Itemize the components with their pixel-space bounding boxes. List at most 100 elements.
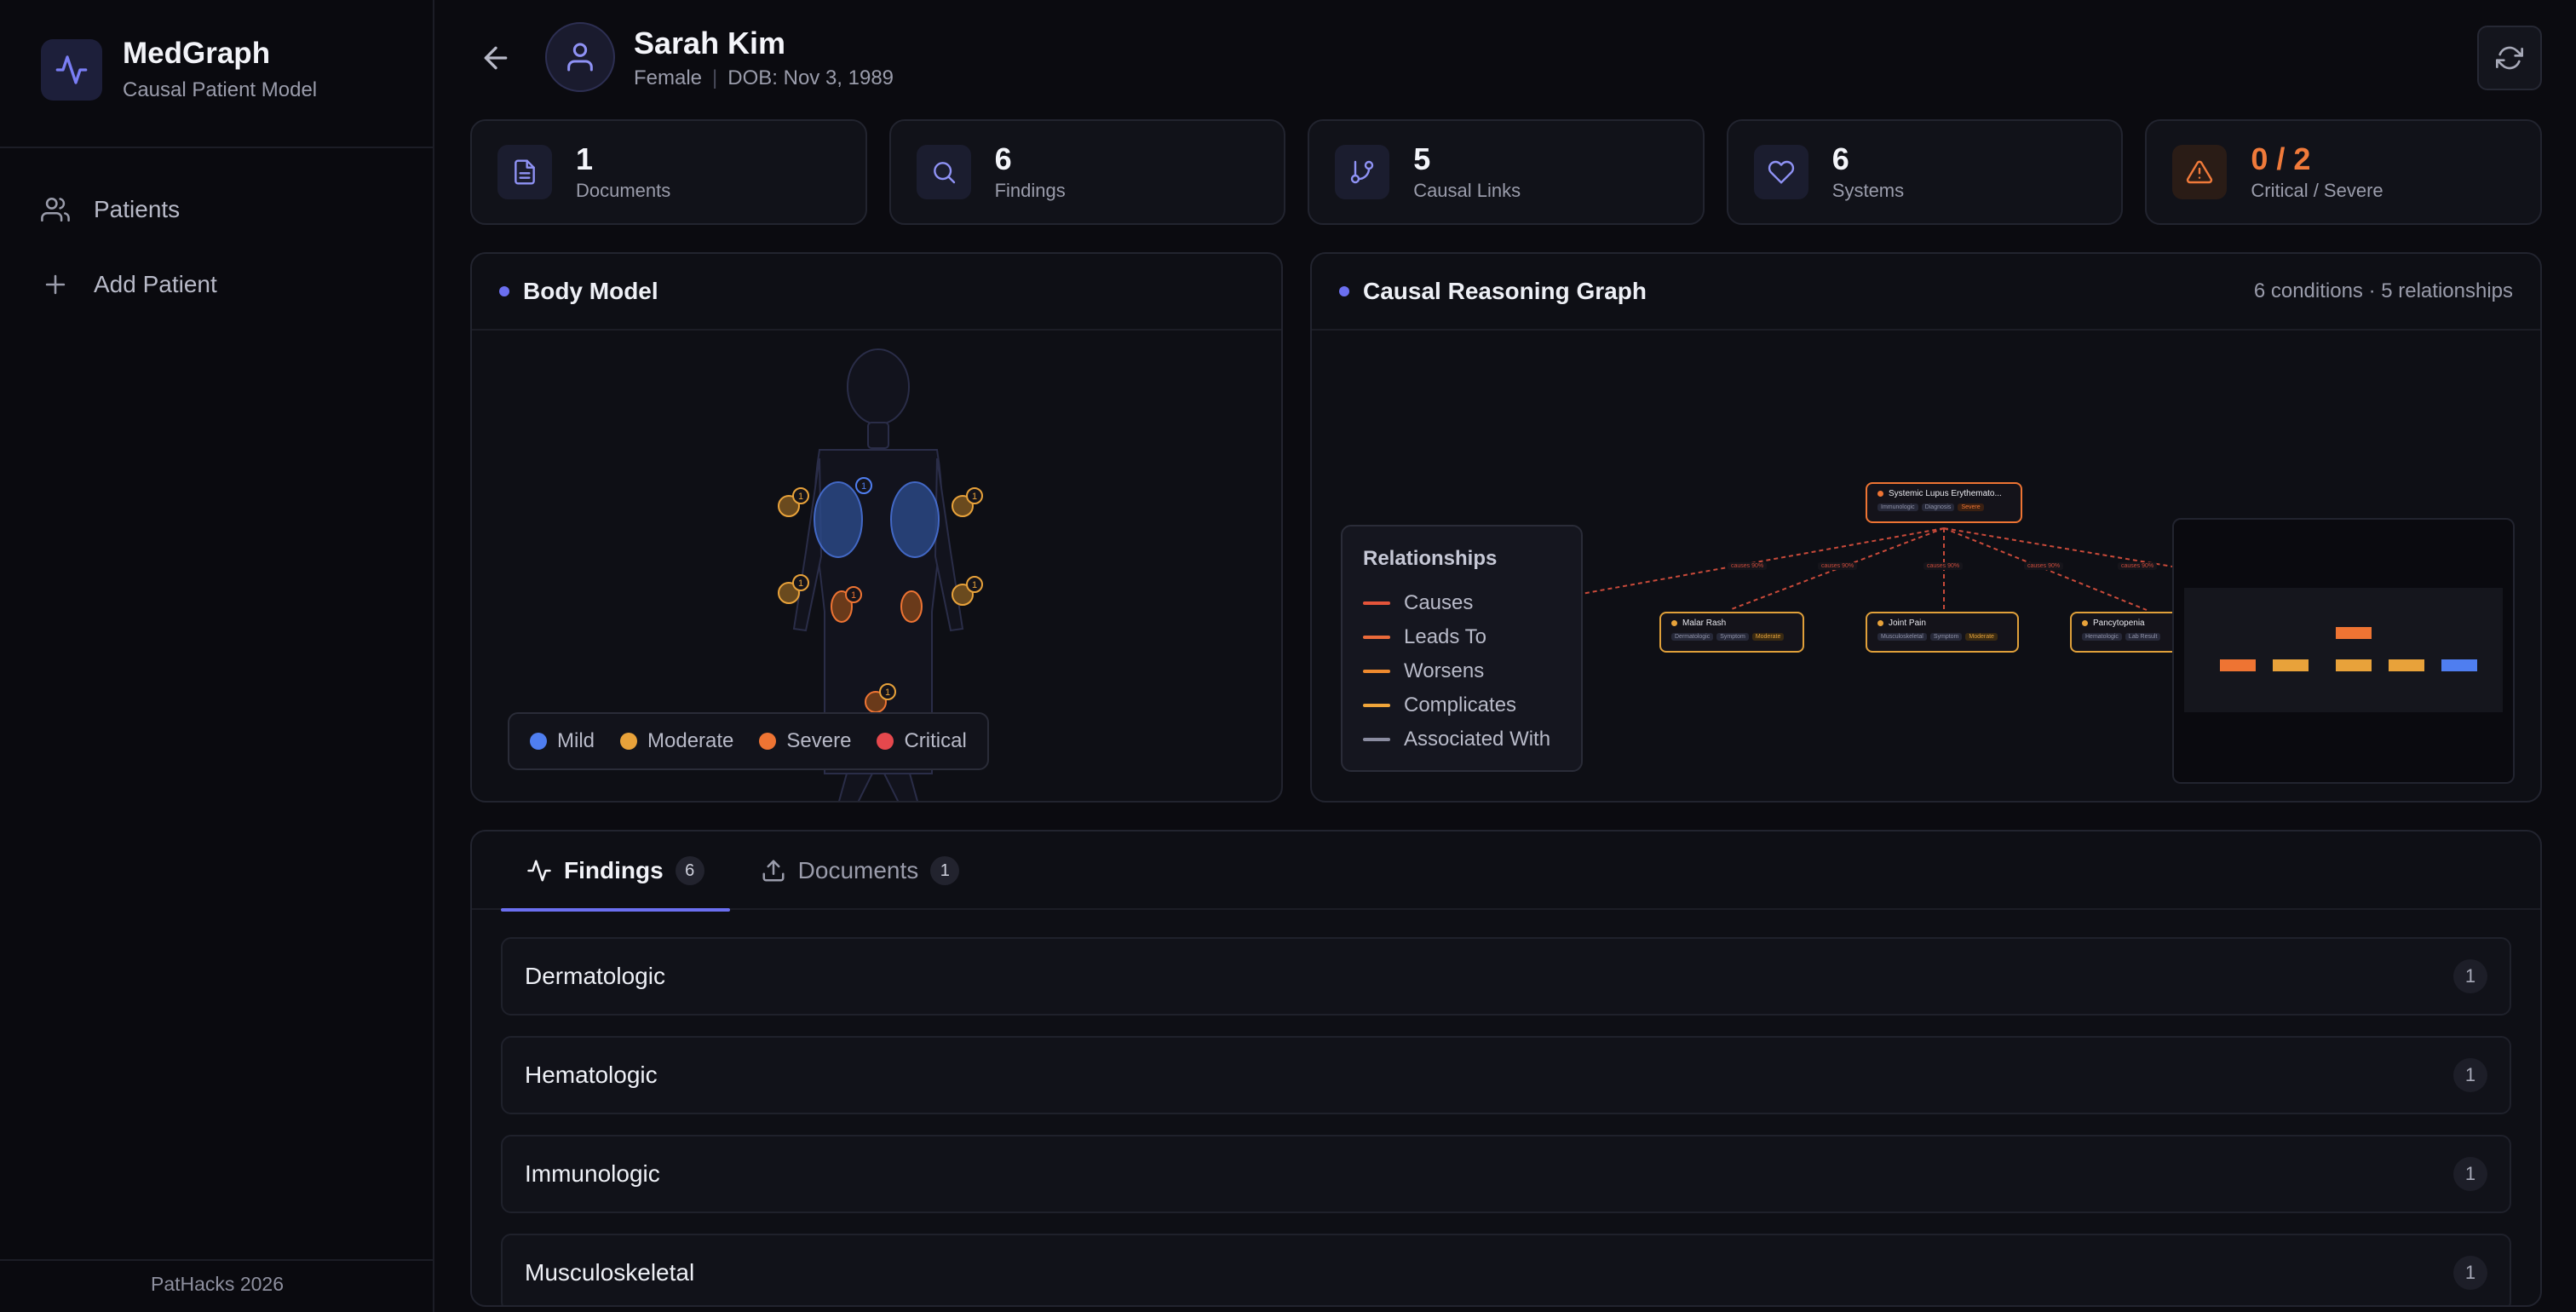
tab-documents[interactable]: Documents 1 [735,832,986,910]
stats-row: 1 Documents 6 Findings 5 Causal Links 6 … [470,119,2542,225]
panel-title: Causal Reasoning Graph [1363,278,1647,304]
findings-group-list: Dermatologic 1 Hematologic 1 Immunologic… [472,910,2540,1305]
plus-icon [45,274,66,295]
group-count: 1 [2453,1256,2487,1290]
stat-value: 0 / 2 [2251,141,2311,176]
body-figure[interactable]: 1 1 1 1 1 1 1 [472,331,1283,803]
graph-node-malar-rash[interactable]: Malar Rash Dermatologic Symptom Moderate [1659,612,1804,653]
graph-minimap[interactable] [2172,518,2515,784]
refresh-icon [2496,46,2523,70]
graph-node-pancytopenia[interactable]: Pancytopenia Hematologic Lab Result [2070,612,2181,653]
minimap-node [2336,627,2372,639]
stat-card-systems: 6 Systems [1726,119,2124,225]
svg-text:1: 1 [798,492,803,502]
patient-name: Sarah Kim [634,26,786,60]
search-icon [916,145,971,199]
sidebar-item-label: Patients [94,196,181,222]
findings-group-dermatologic[interactable]: Dermatologic 1 [501,937,2511,1016]
stat-label: Causal Links [1413,180,1521,201]
refresh-button[interactable] [2477,26,2542,90]
activity-logo-icon [41,39,102,101]
graph-node-sle[interactable]: Systemic Lupus Erythemato... Immunologic… [1866,482,2022,523]
sidebar-footer: PatHacks 2026 [0,1259,434,1312]
stat-label: Documents [576,180,671,201]
sidebar-item-add-patient[interactable]: Add Patient [41,262,217,307]
app-subtitle: Causal Patient Model [123,78,318,101]
tab-label: Findings [564,857,664,883]
findings-panel: Findings 6 Documents 1 Dermatologic 1 He… [470,830,2542,1307]
stat-value: 1 [576,141,594,176]
group-name: Dermatologic [525,963,665,989]
stat-card-findings: 6 Findings [888,119,1286,225]
stat-card-documents: 1 Documents [470,119,867,225]
stat-card-critical-severe: 0 / 2 Critical / Severe [2145,119,2542,225]
panel-dot [499,286,509,296]
legend-worsens: Worsens [1363,654,1561,688]
stat-card-causal-links: 5 Causal Links [1308,119,1705,225]
group-count: 1 [2453,1058,2487,1092]
body-left-leg [838,773,874,801]
findings-group-musculoskeletal[interactable]: Musculoskeletal 1 [501,1234,2511,1305]
stat-value: 6 [1831,141,1849,176]
upload-icon [762,860,785,882]
minimap-viewport [2184,588,2503,712]
tab-count-badge: 1 [930,856,960,885]
group-name: Hematologic [525,1062,658,1088]
legend-complicates: Complicates [1363,688,1561,722]
document-icon [497,145,552,199]
patient-header: Sarah Kim Female | DOB: Nov 3, 1989 [470,22,2542,94]
tab-findings[interactable]: Findings 6 [501,832,730,912]
warning-icon [2172,145,2228,199]
brand: MedGraph Causal Patient Model [41,36,317,104]
minimap-node [2220,659,2256,671]
severity-legend: Mild Moderate Severe Critical [508,712,989,770]
edge-label: causes 90% [2024,562,2064,570]
heart-icon [1753,145,1808,199]
panel-header: Body Model [472,254,1281,331]
minimap-node [2389,659,2424,671]
app-title: MedGraph [123,37,271,70]
edge-label: causes 90% [1818,562,1858,570]
edge-label: causes 90% [1923,562,1964,570]
patient-sex: Female [634,66,703,89]
sidebar-nav: Patients Add Patient [41,187,217,337]
panel-dot [1339,286,1349,296]
sidebar-divider [0,147,434,148]
svg-text:1: 1 [885,688,890,698]
sidebar-item-patients[interactable]: Patients [41,187,217,232]
graph-node-joint-pain[interactable]: Joint Pain Musculoskeletal Symptom Moderat… [1866,612,2019,653]
edge-label: causes 90% [2118,562,2158,570]
panel-title: Body Model [523,278,658,304]
edge-label: causes 90% [1728,562,1768,570]
body-model-panel: Body Model 1 1 1 1 1 [470,252,1283,803]
relationships-legend: Relationships Causes Leads To Worsens Co… [1341,525,1583,772]
patient-dob: DOB: Nov 3, 1989 [727,66,894,89]
back-button[interactable] [479,41,513,75]
users-icon [41,197,70,222]
tab-label: Documents [797,857,919,883]
stat-value: 6 [994,141,1012,176]
legend-leads-to: Leads To [1363,620,1561,654]
patient-meta: Female | DOB: Nov 3, 1989 [634,66,894,90]
legend-critical: Critical [877,729,967,753]
lung-left-marker [814,481,863,558]
legend-mild: Mild [530,729,595,753]
legend-title: Relationships [1363,547,1498,570]
sidebar: MedGraph Causal Patient Model Patients A… [0,0,434,1312]
findings-group-hematologic[interactable]: Hematologic 1 [501,1036,2511,1114]
body-neck [867,422,889,449]
findings-group-immunologic[interactable]: Immunologic 1 [501,1135,2511,1213]
group-count: 1 [2453,959,2487,993]
avatar [545,22,615,92]
branch-icon [1335,145,1390,199]
marker-badges: 1 1 1 1 1 1 1 [792,477,983,700]
legend-causes: Causes [1363,586,1561,620]
meta-separator: | [712,66,718,89]
tab-count-badge: 6 [675,856,704,885]
tab-bar: Findings 6 Documents 1 [472,832,2540,912]
svg-text:1: 1 [851,590,856,601]
arrow-left-icon [484,46,508,70]
lung-right-marker [890,481,940,558]
stat-label: Systems [1831,180,1905,201]
user-icon [567,43,593,72]
